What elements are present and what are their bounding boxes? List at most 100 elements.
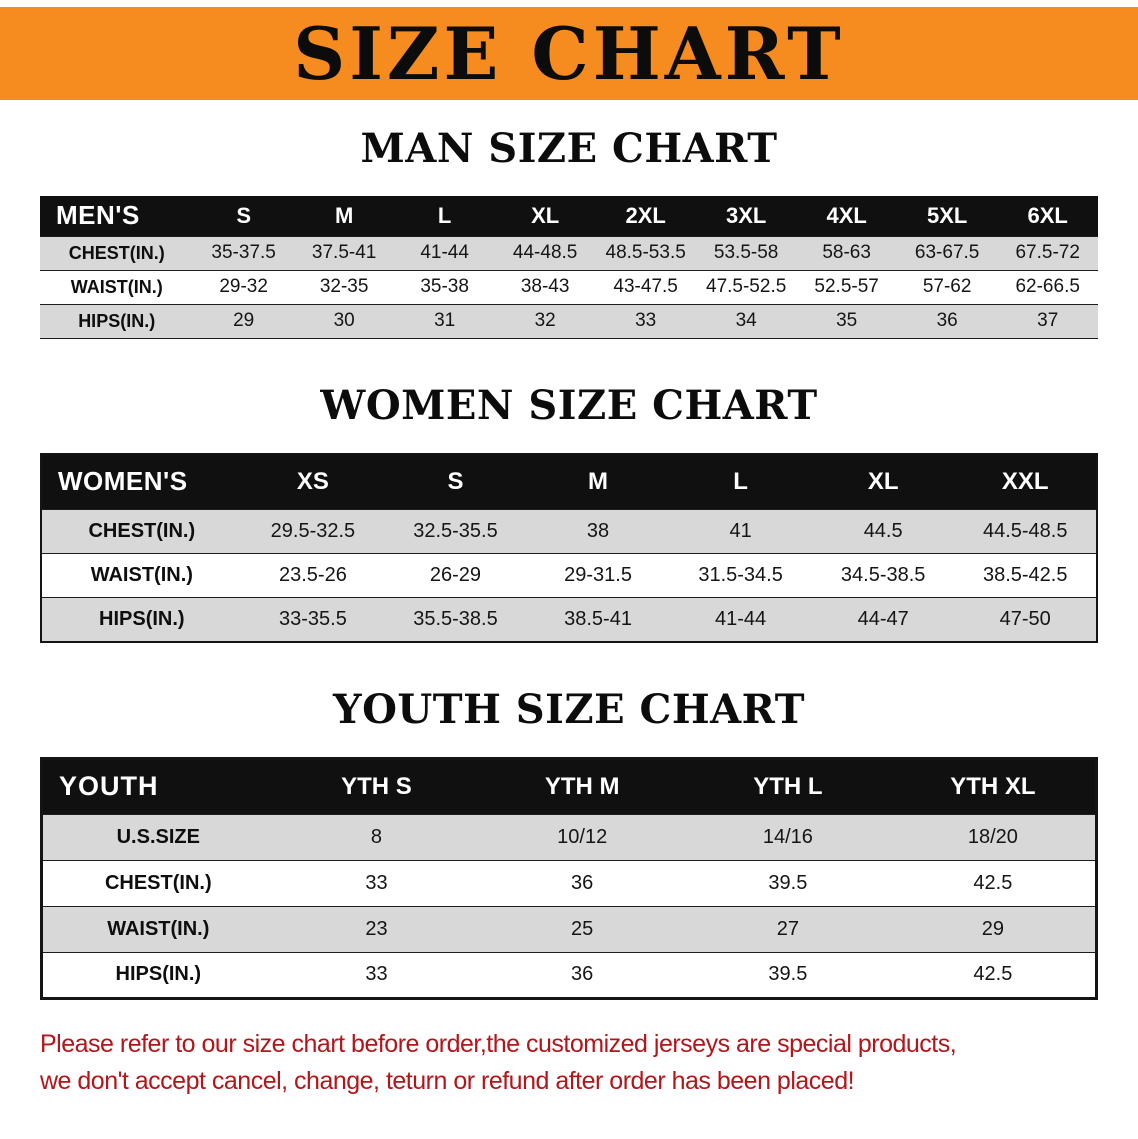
- size-value: 67.5-72: [1015, 242, 1080, 263]
- size-value: 32.5-35.5: [413, 520, 498, 542]
- youth-header-row: YOUTH YTH S YTH M YTH L YTH XL: [41, 758, 1097, 814]
- size-value: 33: [635, 310, 657, 331]
- men-size-header-5xl: 5XL: [926, 202, 968, 228]
- size-value: 33-35.5: [278, 607, 347, 630]
- size-value: 43-47.5: [613, 276, 678, 297]
- size-value: 29: [981, 917, 1004, 940]
- men-size-header-xl: XL: [531, 202, 560, 228]
- row-label: CHEST(IN.): [104, 871, 212, 894]
- size-value: 38-43: [520, 276, 570, 297]
- men-size-header-s: S: [236, 202, 251, 228]
- size-value: 36: [571, 871, 594, 894]
- size-value: 18/20: [967, 825, 1018, 848]
- men-size-header-l: L: [437, 202, 452, 228]
- youth-size-chart-heading: YOUTH SIZE CHART: [333, 685, 805, 733]
- banner: SIZE CHART: [0, 7, 1138, 100]
- youth-row-u-s-size: U.S.SIZE 8 10/12 14/16 18/20: [41, 814, 1097, 860]
- size-value: 37: [1037, 310, 1059, 331]
- size-value: 39.5: [768, 963, 808, 985]
- women-row-waist-in: WAIST(IN.) 23.5-26 26-29 29-31.5 31.5-34.5 34…: [41, 553, 1097, 598]
- order-notice: Please refer to our size chart before or…: [40, 1026, 1138, 1101]
- women-row-hips-in: HIPS(IN.) 33-35.5 35.5-38.5 38.5-41 41-44 44-…: [41, 597, 1097, 642]
- youth-table-title: YOUTH: [59, 771, 159, 801]
- chart-sections: MAN SIZE CHART MEN'S S M L XL 2XL 3XL 4XL 5XL 6XL C…: [40, 126, 1098, 1000]
- size-value: 32-35: [319, 276, 369, 297]
- size-value: 48.5-53.5: [605, 242, 686, 263]
- size-value: 31: [434, 310, 456, 331]
- size-value: 57-62: [922, 276, 972, 297]
- page-title: SIZE CHART: [293, 11, 845, 96]
- men-header-row: MEN'S S M L XL 2XL 3XL 4XL 5XL 6XL: [40, 196, 1098, 236]
- youth-size-table: YOUTH YTH S YTH M YTH L YTH XL U.S.SIZE 8 10/12…: [40, 756, 1098, 1000]
- youth-size-header-yth-m: YTH M: [544, 772, 620, 800]
- men-size-chart-heading: MAN SIZE CHART: [360, 125, 778, 172]
- size-value: 38: [586, 520, 610, 542]
- size-value: 44.5: [863, 520, 903, 542]
- men-table-title: MEN'S: [56, 200, 140, 231]
- men-size-table: MEN'S S M L XL 2XL 3XL 4XL 5XL 6XL CHEST(IN.) 35-37…: [40, 196, 1098, 339]
- size-value: 38.5-41: [564, 607, 632, 630]
- size-value: 63-67.5: [914, 242, 980, 263]
- notice-line-1: Please refer to our size chart before or…: [40, 1029, 957, 1058]
- size-value: 41-44: [715, 607, 767, 630]
- size-value: 42.5: [973, 871, 1013, 894]
- row-label: HIPS(IN.): [115, 963, 202, 985]
- size-value: 58-63: [822, 242, 871, 263]
- women-size-header-xxl: XXL: [1001, 467, 1049, 495]
- size-value: 33: [365, 871, 388, 894]
- row-label: CHEST(IN.): [68, 242, 165, 263]
- youth-row-waist-in: WAIST(IN.) 23 25 27 29: [41, 906, 1097, 952]
- men-size-header-m: M: [334, 202, 354, 228]
- row-label: HIPS(IN.): [99, 607, 185, 630]
- women-table-title: WOMEN'S: [58, 466, 188, 497]
- youth-size-header-yth-s: YTH S: [341, 772, 412, 800]
- size-value: 42.5: [973, 963, 1013, 985]
- size-value: 29: [233, 310, 255, 331]
- row-label: HIPS(IN.): [78, 310, 156, 331]
- men-size-header-2xl: 2XL: [625, 202, 666, 228]
- women-size-header-xl: XL: [867, 467, 899, 495]
- women-size-header-s: S: [447, 467, 464, 495]
- size-value: 47-50: [999, 607, 1051, 630]
- size-value: 30: [333, 310, 355, 331]
- size-chart-page: SIZE CHART MAN SIZE CHART MEN'S S M L XL 2XL 3X…: [0, 7, 1138, 1101]
- youth-size-header-yth-xl: YTH XL: [950, 772, 1036, 800]
- size-value: 34: [735, 310, 757, 331]
- size-value: 23: [365, 917, 388, 940]
- notice-line-2: we don't accept cancel, change, teturn o…: [40, 1067, 855, 1095]
- size-value: 35-38: [420, 276, 469, 297]
- size-value: 52.5-57: [814, 276, 879, 297]
- size-value: 23.5-26: [278, 564, 347, 586]
- size-value: 29.5-32.5: [270, 520, 356, 542]
- men-row-hips-in: HIPS(IN.) 29 30 31 32 33 34 35 36 37: [40, 304, 1098, 338]
- size-value: 47.5-52.5: [706, 276, 787, 297]
- women-header-row: WOMEN'S XS S M L XL XXL: [41, 453, 1097, 510]
- size-value: 41-44: [420, 242, 469, 263]
- size-value: 36: [936, 310, 958, 331]
- size-value: 29-32: [219, 276, 268, 297]
- row-label: WAIST(IN.): [70, 276, 163, 297]
- size-value: 62-66.5: [1015, 276, 1080, 297]
- men-size-header-6xl: 6XL: [1027, 202, 1068, 228]
- size-value: 26-29: [429, 564, 482, 586]
- size-value: 25: [571, 917, 594, 940]
- size-value: 32: [534, 310, 556, 331]
- size-value: 53.5-58: [713, 242, 779, 263]
- size-value: 44-48.5: [512, 242, 578, 263]
- size-value: 8: [370, 825, 383, 848]
- youth-size-header-yth-l: YTH L: [753, 772, 823, 800]
- size-value: 10/12: [557, 825, 608, 848]
- women-size-header-xs: XS: [296, 467, 329, 495]
- size-value: 14/16: [762, 825, 813, 848]
- size-value: 27: [776, 917, 800, 940]
- size-value: 35.5-38.5: [413, 607, 498, 630]
- size-value: 31.5-34.5: [698, 564, 783, 586]
- youth-row-chest-in: CHEST(IN.) 33 36 39.5 42.5: [41, 860, 1097, 906]
- men-size-header-3xl: 3XL: [725, 202, 767, 228]
- row-label: CHEST(IN.): [88, 520, 196, 542]
- size-value: 41: [729, 520, 752, 542]
- youth-row-hips-in: HIPS(IN.) 33 36 39.5 42.5: [41, 952, 1097, 998]
- size-value: 37.5-41: [311, 242, 377, 263]
- size-value: 36: [571, 963, 594, 985]
- women-size-table: WOMEN'S XS S M L XL XXL CHEST(IN.) 29.5-32.5 32.5…: [40, 452, 1098, 643]
